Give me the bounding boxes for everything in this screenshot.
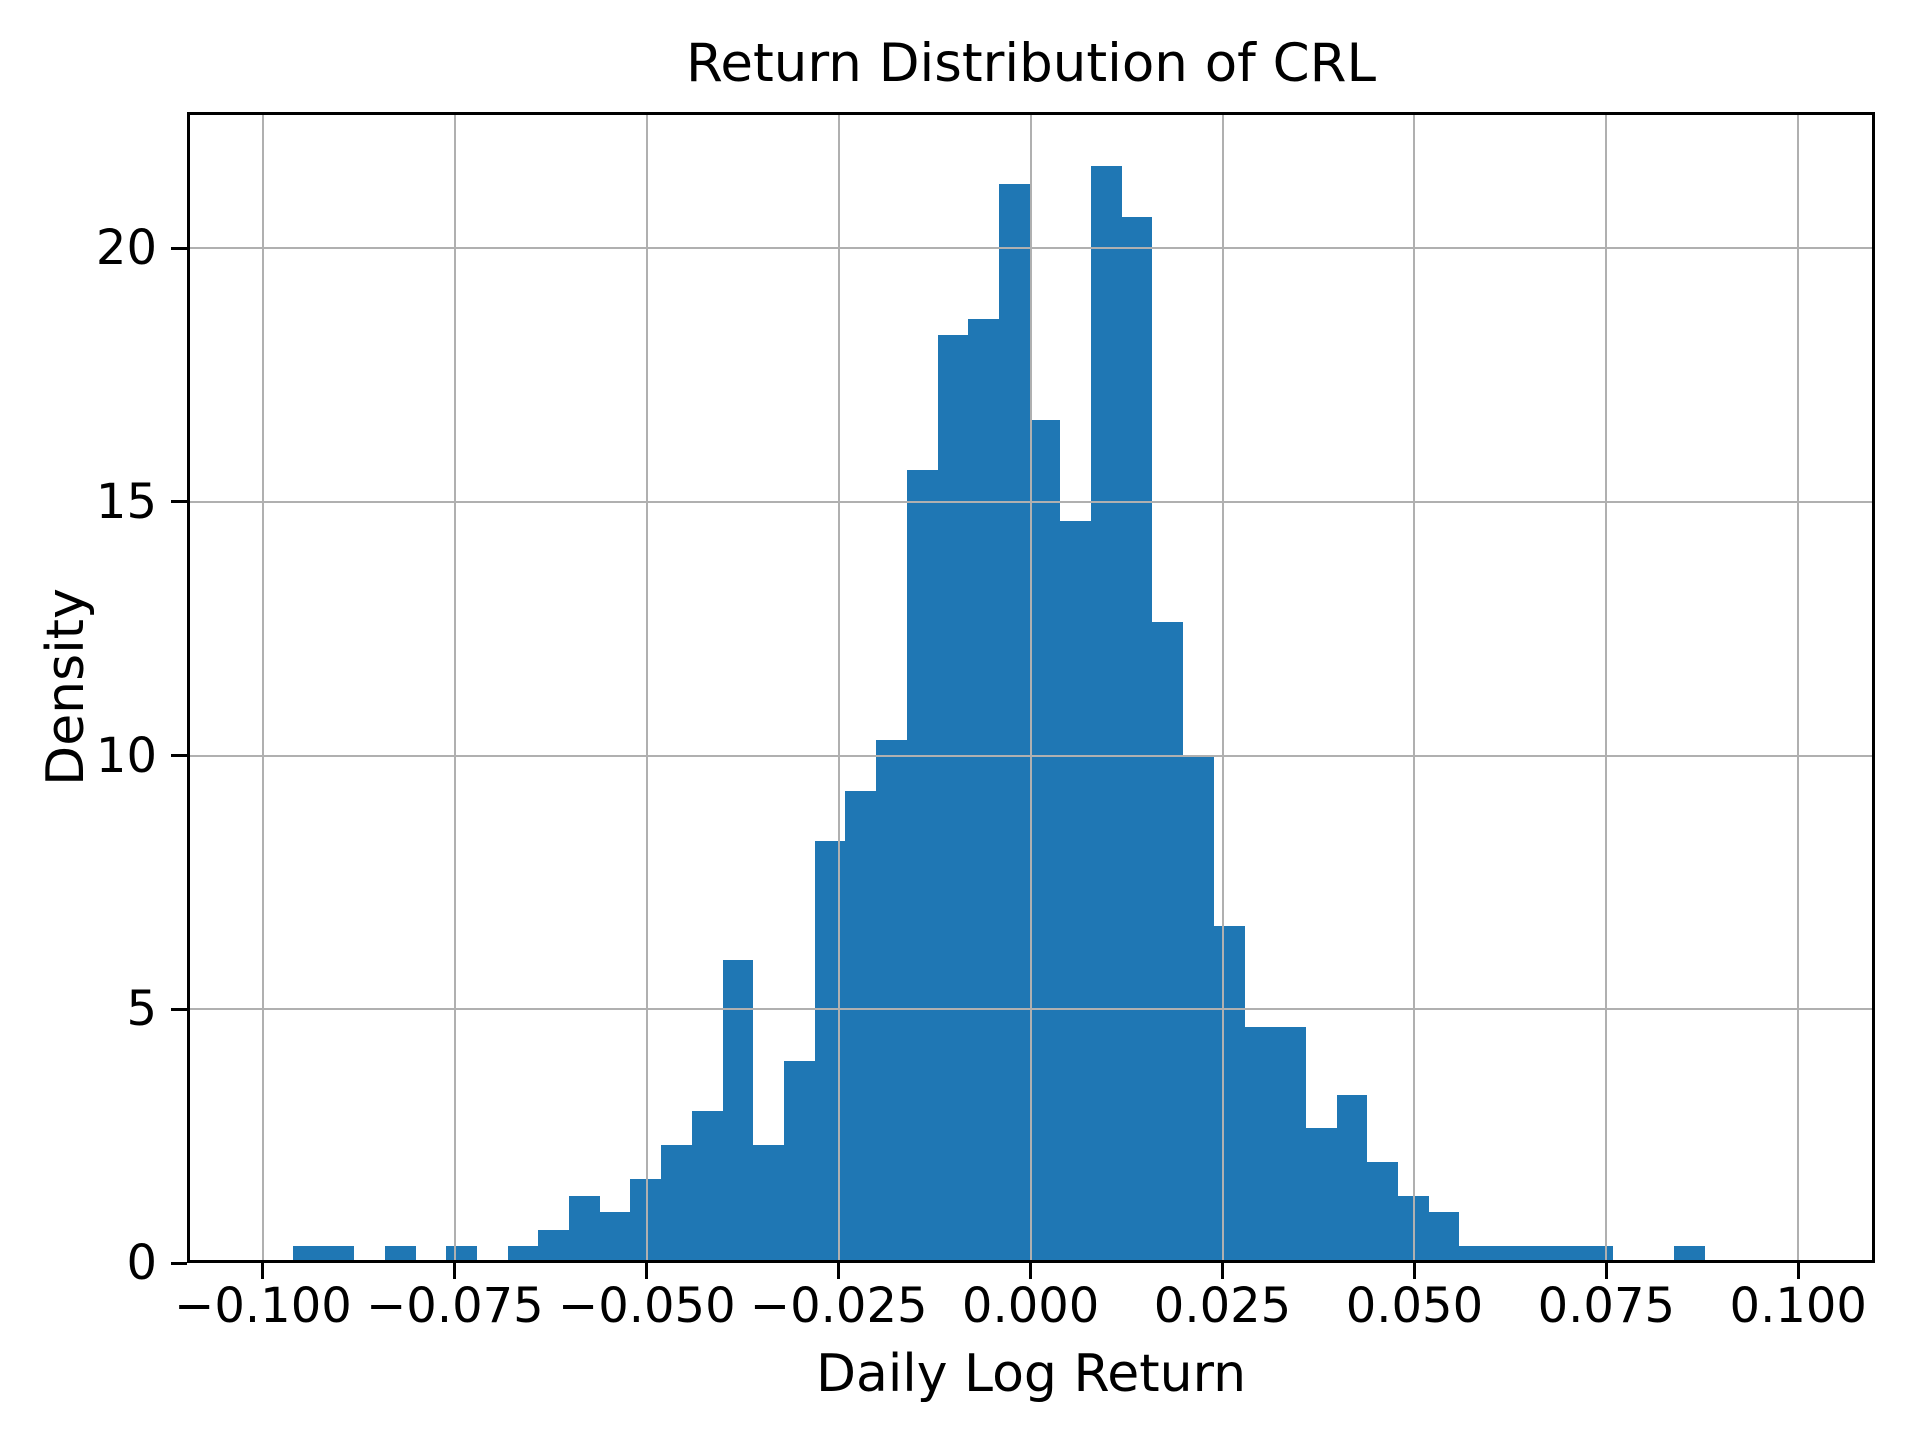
x-tick-mark xyxy=(645,1263,649,1279)
histogram-bar xyxy=(814,841,846,1263)
x-tick-label: −0.100 xyxy=(174,1278,352,1334)
histogram-bar xyxy=(906,470,938,1263)
y-tick-label: 15 xyxy=(95,473,157,530)
y-tick-label: 5 xyxy=(126,981,157,1038)
x-tick-mark xyxy=(1604,1263,1608,1279)
histogram-bar xyxy=(1367,1162,1399,1263)
histogram-bar xyxy=(1520,1246,1552,1263)
histogram-bar xyxy=(661,1144,692,1263)
x-gridline xyxy=(1221,112,1224,1263)
histogram-bar xyxy=(845,790,877,1263)
y-tick-mark xyxy=(171,1007,187,1011)
x-tick-label: −0.025 xyxy=(749,1278,928,1334)
histogram-bar xyxy=(753,1144,784,1263)
y-tick-mark xyxy=(171,246,187,250)
x-tick-mark xyxy=(261,1263,265,1279)
histogram-bar xyxy=(538,1229,570,1263)
y-tick-mark xyxy=(171,500,187,504)
histogram-bar xyxy=(937,335,969,1263)
x-tick-mark xyxy=(837,1263,841,1279)
histogram-bar xyxy=(1490,1246,1521,1263)
x-tick-label: 0.000 xyxy=(961,1278,1100,1334)
histogram-bar xyxy=(722,959,754,1263)
histogram-bar xyxy=(1091,166,1122,1263)
y-tick-label: 0 xyxy=(126,1235,157,1291)
x-axis-label: Daily Log Return xyxy=(815,1344,1247,1404)
histogram-bar xyxy=(1336,1094,1368,1263)
histogram-bar xyxy=(1398,1195,1429,1263)
histogram-bar xyxy=(1244,1027,1276,1263)
histogram-bar xyxy=(599,1212,631,1263)
y-gridline xyxy=(187,1008,1875,1011)
y-tick-mark xyxy=(171,1261,187,1265)
histogram-bar xyxy=(1428,1212,1460,1263)
histogram-bar xyxy=(691,1111,723,1263)
x-tick-label: −0.050 xyxy=(557,1278,736,1334)
x-tick-mark xyxy=(1221,1263,1225,1279)
x-gridline xyxy=(1797,112,1800,1263)
histogram-bar xyxy=(1029,419,1061,1263)
y-gridline xyxy=(187,247,1875,249)
x-tick-mark xyxy=(1412,1263,1416,1279)
chart-title: Return Distribution of CRL xyxy=(685,33,1377,94)
histogram-bar xyxy=(1551,1246,1583,1263)
y-gridline xyxy=(187,500,1875,503)
histogram-bar xyxy=(1582,1246,1613,1263)
y-tick-label: 10 xyxy=(95,727,157,784)
histogram-bar xyxy=(1459,1246,1491,1263)
histogram-bar xyxy=(1674,1246,1706,1263)
histogram-bar xyxy=(968,318,999,1263)
histogram-bar xyxy=(1213,925,1245,1263)
x-tick-mark xyxy=(1796,1263,1800,1279)
plot-area xyxy=(171,112,1875,1279)
y-gridline xyxy=(187,754,1875,757)
x-tick-label: 0.075 xyxy=(1537,1278,1676,1334)
x-tick-label: −0.075 xyxy=(366,1278,544,1334)
x-gridline xyxy=(1029,112,1032,1263)
x-tick-label: 0.025 xyxy=(1153,1278,1292,1334)
x-tick-mark xyxy=(1029,1263,1033,1279)
histogram-bar xyxy=(998,183,1030,1263)
x-gridline xyxy=(261,112,264,1263)
histogram-bar xyxy=(292,1246,324,1263)
histogram-bar xyxy=(876,740,907,1263)
x-tick-label: 0.100 xyxy=(1729,1278,1867,1334)
x-gridline xyxy=(453,112,456,1263)
x-gridline xyxy=(1413,112,1416,1263)
x-tick-mark xyxy=(453,1263,457,1279)
x-gridline xyxy=(1605,112,1608,1263)
histogram-bar xyxy=(384,1246,416,1263)
y-tick-mark xyxy=(171,754,187,757)
y-tick-label: 20 xyxy=(95,220,157,276)
histogram-bar xyxy=(1305,1128,1337,1263)
histogram-bar xyxy=(323,1246,355,1263)
histogram-bar xyxy=(569,1195,600,1263)
histogram-bar xyxy=(783,1060,815,1263)
x-tick-label: 0.050 xyxy=(1345,1278,1484,1334)
histogram-bar xyxy=(507,1246,539,1263)
x-gridline xyxy=(837,112,840,1263)
histogram-bar xyxy=(1152,622,1184,1263)
histogram-bar xyxy=(1060,520,1092,1263)
histogram-bar xyxy=(1121,217,1153,1263)
histogram-bar xyxy=(1275,1027,1306,1263)
histogram-bar xyxy=(446,1246,477,1263)
x-gridline xyxy=(645,112,648,1263)
